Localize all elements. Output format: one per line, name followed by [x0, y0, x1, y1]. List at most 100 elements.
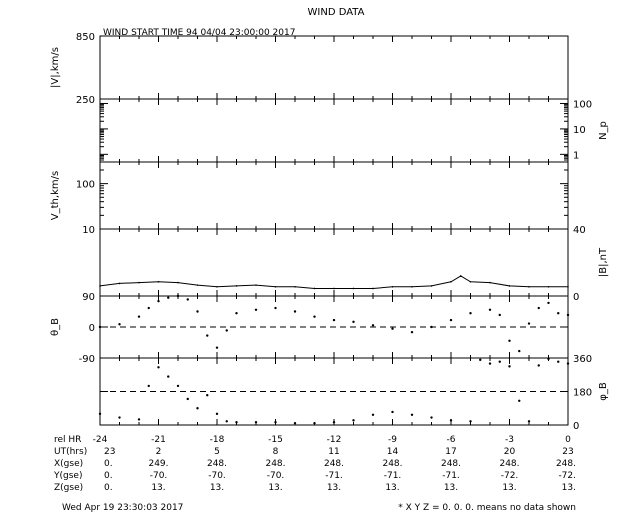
x-cell: -71.	[325, 471, 343, 481]
x-cell: 248.	[324, 459, 344, 469]
data-point	[537, 306, 540, 310]
data-point	[488, 308, 492, 311]
x-row-label: rel HR	[54, 435, 81, 445]
data-point	[518, 399, 521, 403]
data-point	[430, 325, 433, 329]
panel-frame	[99, 161, 569, 230]
x-axis-table: rel HR -24 -21 -18 -15 -12 -9 -6 -3 0 UT(hrs) 23 2 5 8…	[53, 435, 576, 493]
x-cell: -12	[327, 435, 342, 445]
data-point	[508, 339, 511, 342]
data-point	[216, 285, 218, 288]
data-point	[479, 358, 482, 362]
y-tick-label: 10	[82, 225, 95, 236]
x-cell: 0.	[104, 459, 113, 469]
x-cell: 0	[565, 435, 571, 445]
data-point	[391, 327, 394, 330]
data-point	[137, 315, 141, 318]
x-cell: -3	[505, 435, 514, 445]
figure-title: WIND DATA	[308, 7, 365, 18]
x-cell: -24	[93, 435, 108, 445]
x-cell: 17	[445, 447, 456, 457]
y-tick-label: 90	[82, 292, 95, 303]
data-point	[352, 419, 355, 422]
x-cell: -72.	[501, 471, 519, 481]
x-cell: -70.	[267, 471, 285, 481]
y-tick-label: 0	[89, 323, 95, 334]
data-point	[557, 360, 560, 363]
data-point	[118, 416, 121, 419]
x-cell: 8	[273, 447, 279, 457]
x-cell: 23	[562, 447, 573, 457]
x-cell: 13.	[444, 483, 458, 493]
data-point	[98, 412, 102, 416]
x-cell: -71.	[442, 471, 460, 481]
data-point	[176, 294, 180, 298]
footer-timestamp: Wed Apr 19 23:30:03 2017	[62, 503, 183, 512]
data-point	[469, 280, 472, 283]
data-point	[293, 310, 297, 313]
x-cell: -9	[388, 435, 397, 445]
data-point	[352, 320, 355, 324]
data-point	[450, 280, 452, 283]
x-cell: 13.	[385, 483, 399, 493]
x-cell: 13.	[327, 483, 341, 493]
data-point	[566, 313, 570, 317]
start-time-label: WIND START TIME 94 04/04 23:00:00 2017	[103, 28, 295, 38]
data-point	[186, 298, 189, 301]
y-tick-label: 0	[573, 292, 579, 303]
data-point	[118, 323, 121, 326]
x-cell: 0.	[104, 483, 113, 493]
data-point	[508, 365, 511, 368]
x-cell: 23	[104, 447, 115, 457]
data-point	[225, 329, 228, 332]
data-point	[508, 285, 511, 287]
y-tick-label: 250	[76, 95, 95, 106]
x-cell: 13.	[562, 483, 576, 493]
data-point	[410, 413, 414, 416]
y-tick-label: 100	[573, 99, 592, 110]
data-point	[186, 397, 189, 401]
panel-frame	[99, 228, 569, 297]
y-tick-label: 40	[573, 225, 586, 236]
y-tick-label: 180	[573, 388, 592, 399]
data-point	[254, 421, 258, 424]
y-axis-label: V_th,km/s	[50, 171, 61, 220]
data-point	[235, 312, 238, 315]
y-tick-label: 360	[573, 354, 592, 365]
x-cell: 13.	[151, 483, 165, 493]
data-point	[332, 421, 336, 424]
y-tick-label: 850	[76, 32, 95, 43]
x-row-label: UT(hrs)	[54, 447, 87, 457]
data-point	[255, 284, 257, 286]
data-point	[333, 287, 335, 290]
data-point	[566, 362, 570, 365]
y-tick-label: 1	[573, 150, 579, 161]
data-point	[567, 285, 569, 288]
panel-speed: 850 250 |V|,km/s	[50, 32, 569, 106]
data-point	[157, 280, 160, 283]
data-point	[313, 421, 316, 425]
x-cell: -72.	[558, 471, 576, 481]
data-point	[557, 312, 560, 315]
data-point	[489, 281, 491, 284]
panel-magnetic-field: 40 0 |B|,nT	[99, 225, 609, 303]
x-cell: 248.	[207, 459, 227, 469]
y-tick-label: 100	[76, 180, 95, 191]
data-point	[274, 306, 277, 310]
y-tick-label: 10	[573, 125, 586, 136]
panel-frame	[99, 35, 569, 100]
data-point	[537, 364, 540, 367]
data-point	[215, 412, 219, 416]
panel-frame	[99, 98, 569, 163]
data-point	[547, 357, 550, 361]
data-point	[391, 410, 394, 414]
data-point	[157, 299, 160, 303]
y-axis-label: |V|,km/s	[50, 47, 61, 88]
x-cell: 248.	[556, 459, 576, 469]
data-point	[430, 285, 433, 287]
data-point	[449, 419, 453, 422]
data-point	[411, 285, 413, 288]
y-axis-label: |B|,nT	[598, 247, 609, 277]
x-cell: 13.	[268, 483, 282, 493]
data-point	[254, 308, 258, 311]
